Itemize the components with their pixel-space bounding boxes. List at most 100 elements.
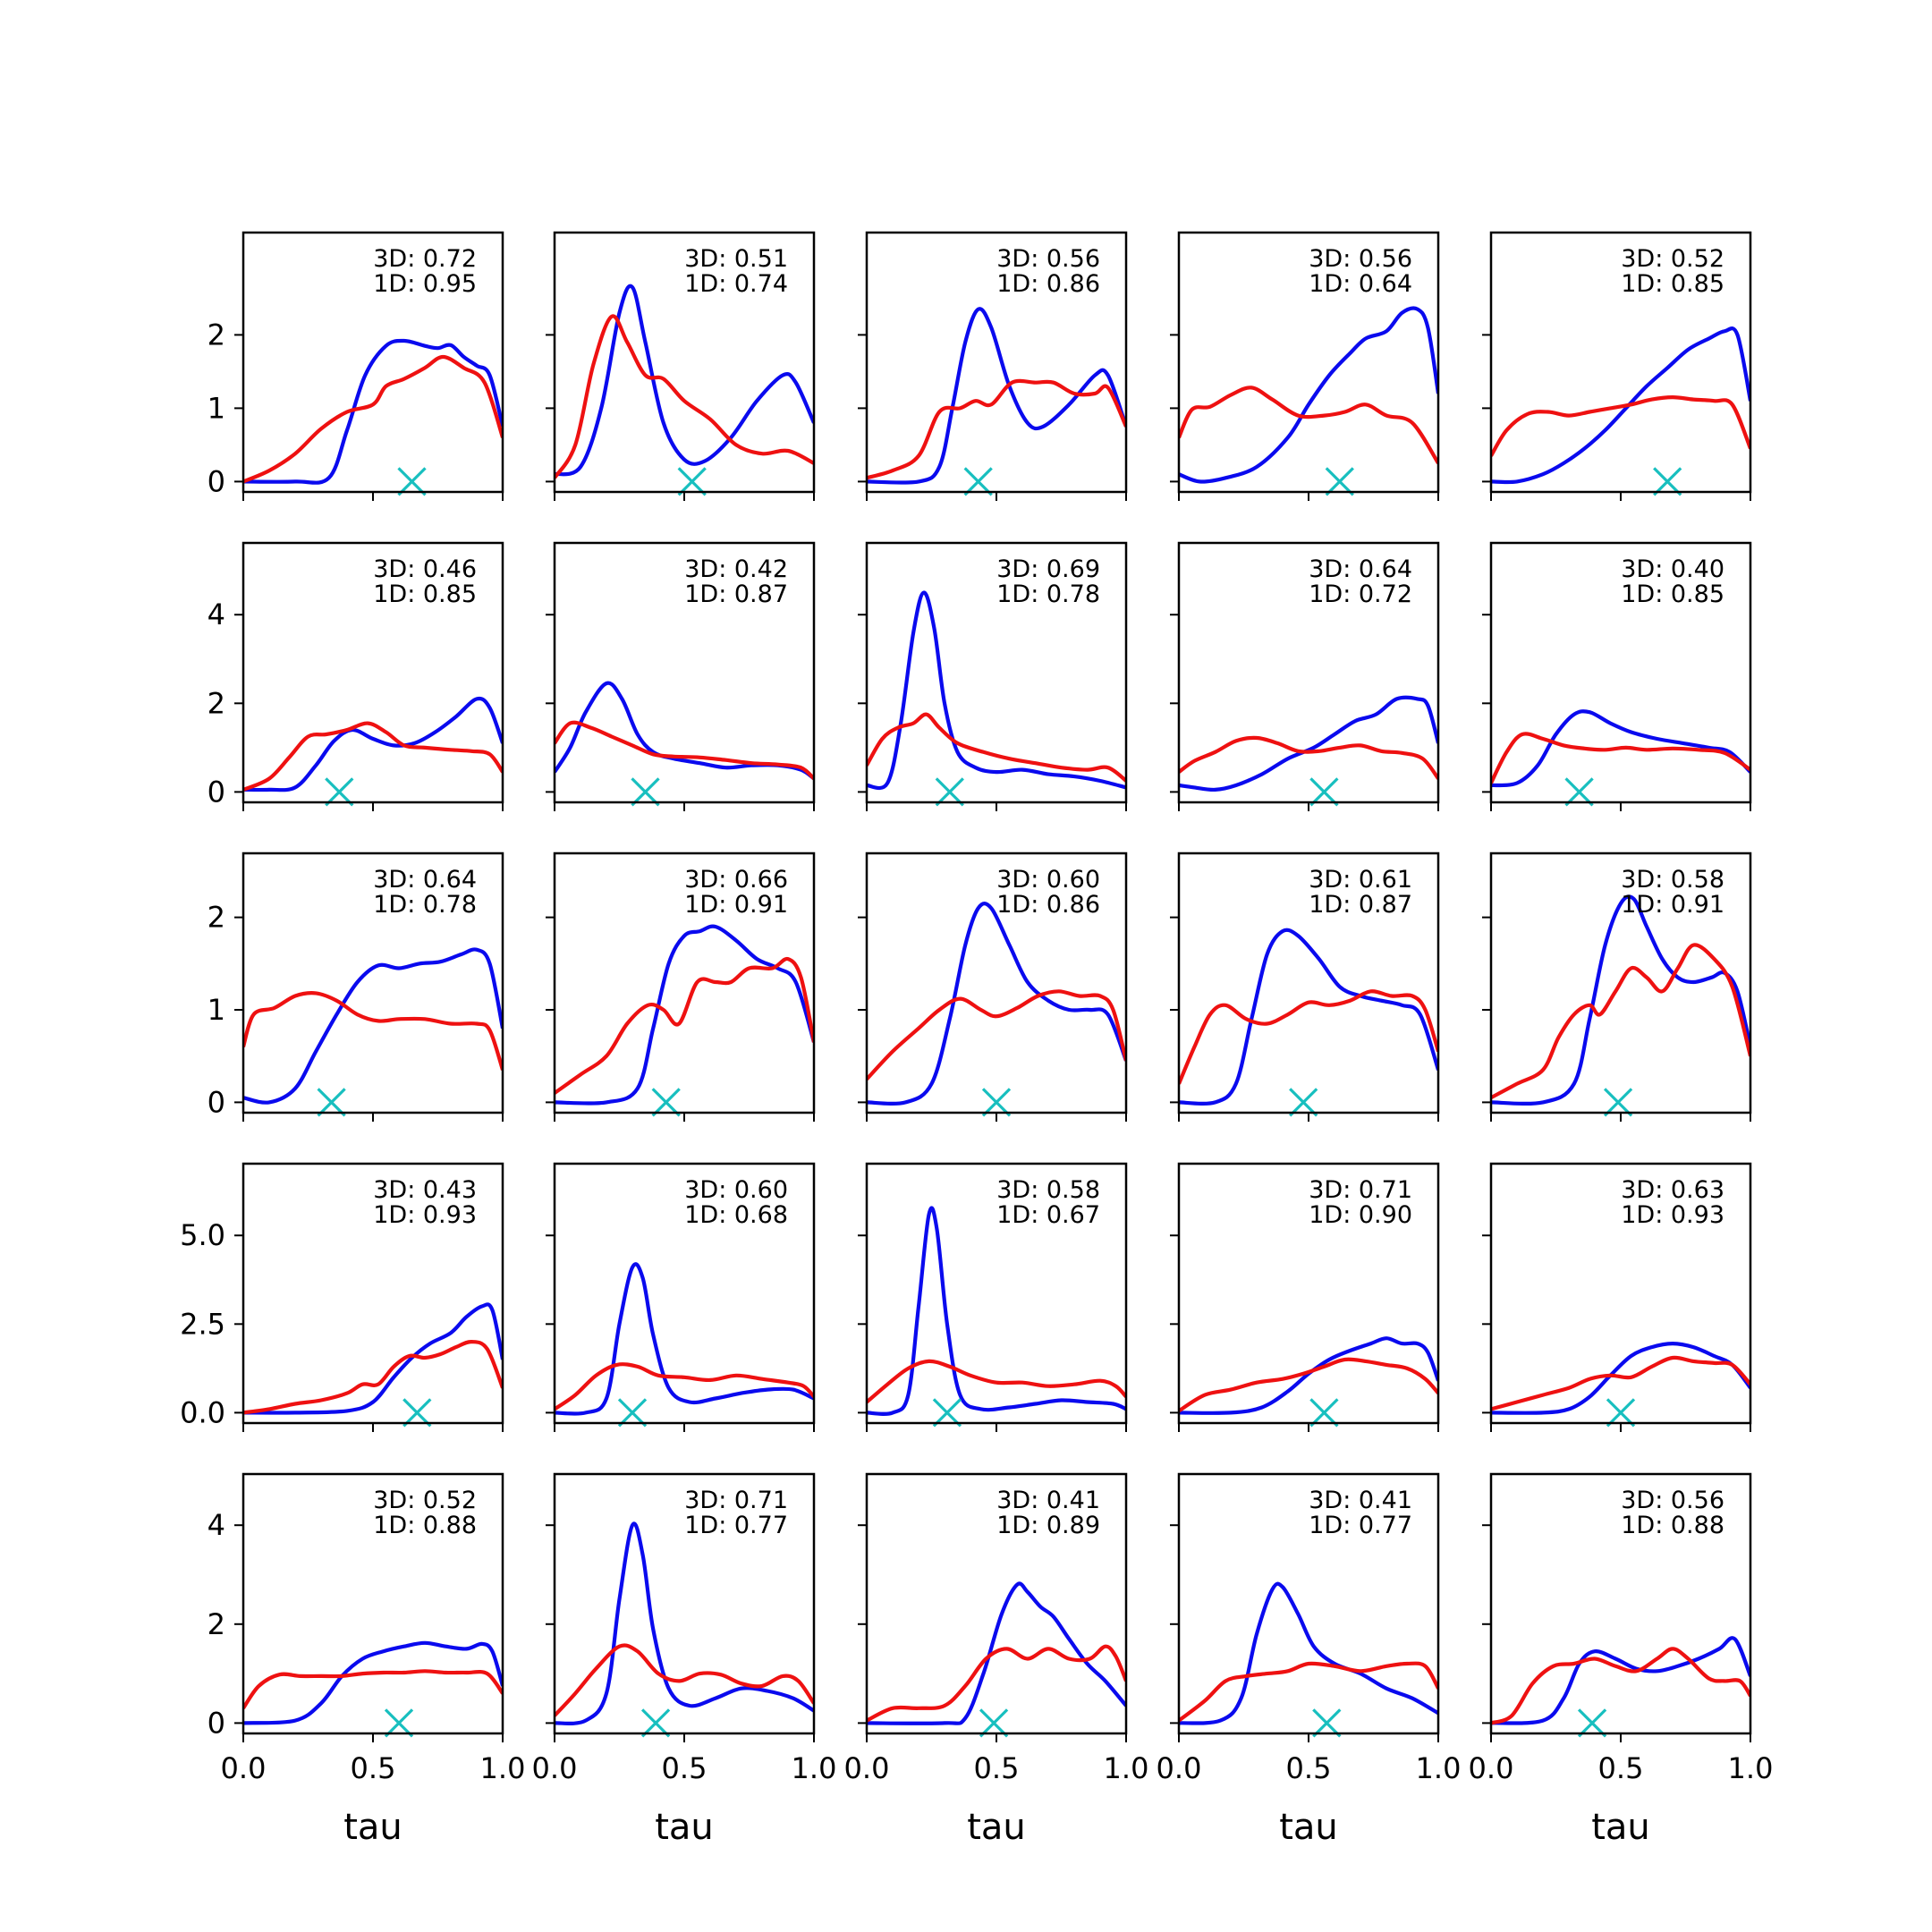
marker-x <box>1564 777 1594 807</box>
annotation-line: 1D: 0.64 <box>1309 270 1412 298</box>
annotation-line: 3D: 0.42 <box>684 555 788 583</box>
marker-x <box>1289 1088 1318 1117</box>
y-tick-label: 0 <box>208 775 225 809</box>
series-line-blue <box>1179 1336 1438 1415</box>
y-tick-label: 2 <box>208 318 225 352</box>
annotation-line: 3D: 0.63 <box>1621 1176 1724 1204</box>
annotation-line: 3D: 0.60 <box>996 866 1100 894</box>
annotation-line: 1D: 0.78 <box>996 580 1100 608</box>
series-line-red <box>243 991 503 1071</box>
series-line-red <box>867 1644 1126 1723</box>
series-line-blue <box>243 1640 503 1725</box>
series-line-blue <box>555 284 814 477</box>
series-line-red <box>1491 732 1750 784</box>
x-tick-label: 0.0 <box>844 1751 890 1785</box>
series-line-red <box>555 1643 814 1717</box>
marker-x <box>1309 777 1339 807</box>
annotation-line: 3D: 0.64 <box>1309 555 1412 583</box>
marker-x <box>1312 1708 1342 1738</box>
annotation-line: 1D: 0.85 <box>1621 270 1724 298</box>
y-tick-label: 5.0 <box>180 1218 225 1252</box>
annotation-line: 1D: 0.86 <box>996 270 1100 298</box>
series-line-blue <box>243 947 503 1105</box>
marker-x <box>1577 1708 1607 1738</box>
series-line-red <box>1491 1355 1750 1411</box>
series-line-blue <box>867 1581 1126 1725</box>
y-tick-label: 2 <box>208 901 225 935</box>
series-line-red <box>555 314 814 479</box>
series-line-blue <box>243 1302 503 1415</box>
marker-x <box>1606 1398 1636 1428</box>
x-tick-label: 0.0 <box>221 1751 267 1785</box>
series-line-blue <box>1491 894 1750 1106</box>
series-line-red <box>1491 943 1750 1100</box>
annotation-line: 1D: 0.78 <box>373 891 477 919</box>
x-axis-label: tau <box>967 1807 1026 1848</box>
series-line-red <box>1179 989 1438 1085</box>
annotation-line: 3D: 0.58 <box>1621 866 1724 894</box>
series-line-blue <box>555 1262 814 1416</box>
marker-x <box>677 467 707 496</box>
x-axis-label: tau <box>343 1807 402 1848</box>
series-line-blue <box>243 696 503 792</box>
marker-x <box>384 1708 414 1738</box>
annotation-line: 3D: 0.41 <box>1309 1487 1412 1514</box>
x-tick-label: 1.0 <box>480 1751 526 1785</box>
marker-x <box>935 777 964 807</box>
x-tick-label: 0.5 <box>1598 1751 1644 1785</box>
marker-x <box>631 777 660 807</box>
y-tick-label: 4 <box>208 1508 225 1542</box>
series-line-red <box>555 956 814 1095</box>
y-tick-label: 1 <box>208 993 225 1027</box>
annotation-line: 3D: 0.71 <box>1309 1176 1412 1204</box>
y-tick-label: 0 <box>208 1085 225 1119</box>
annotation-line: 3D: 0.71 <box>684 1487 788 1514</box>
marker-x <box>1603 1088 1633 1117</box>
annotation-line: 3D: 0.58 <box>996 1176 1100 1204</box>
x-tick-label: 0.5 <box>662 1751 708 1785</box>
x-tick-label: 0.0 <box>532 1751 578 1785</box>
annotation-line: 3D: 0.66 <box>684 866 788 894</box>
annotation-line: 1D: 0.68 <box>684 1201 788 1229</box>
annotation-line: 3D: 0.69 <box>996 555 1100 583</box>
annotation-line: 3D: 0.41 <box>996 1487 1100 1514</box>
annotation-line: 1D: 0.87 <box>1309 891 1412 919</box>
annotation-line: 3D: 0.46 <box>373 555 477 583</box>
annotation-line: 1D: 0.77 <box>684 1512 788 1539</box>
marker-x <box>402 1398 432 1428</box>
annotation-line: 1D: 0.87 <box>684 580 788 608</box>
series-line-red <box>1179 1661 1438 1723</box>
series-line-red <box>243 1669 503 1710</box>
series-line-blue <box>1491 326 1750 485</box>
series-line-red <box>1491 1647 1750 1725</box>
x-axis-label: tau <box>1279 1807 1338 1848</box>
annotation-line: 1D: 0.90 <box>1309 1201 1412 1229</box>
y-tick-label: 1 <box>208 391 225 425</box>
marker-x <box>651 1088 681 1117</box>
x-tick-label: 0.5 <box>974 1751 1020 1785</box>
marker-x <box>325 777 354 807</box>
series-line-blue <box>867 307 1126 485</box>
marker-x <box>397 467 427 496</box>
series-line-blue <box>867 902 1126 1106</box>
marker-x <box>317 1088 346 1117</box>
series-line-red <box>243 1340 503 1415</box>
x-tick-label: 0.5 <box>351 1751 396 1785</box>
series-line-red <box>1179 386 1438 465</box>
marker-x <box>640 1708 671 1738</box>
